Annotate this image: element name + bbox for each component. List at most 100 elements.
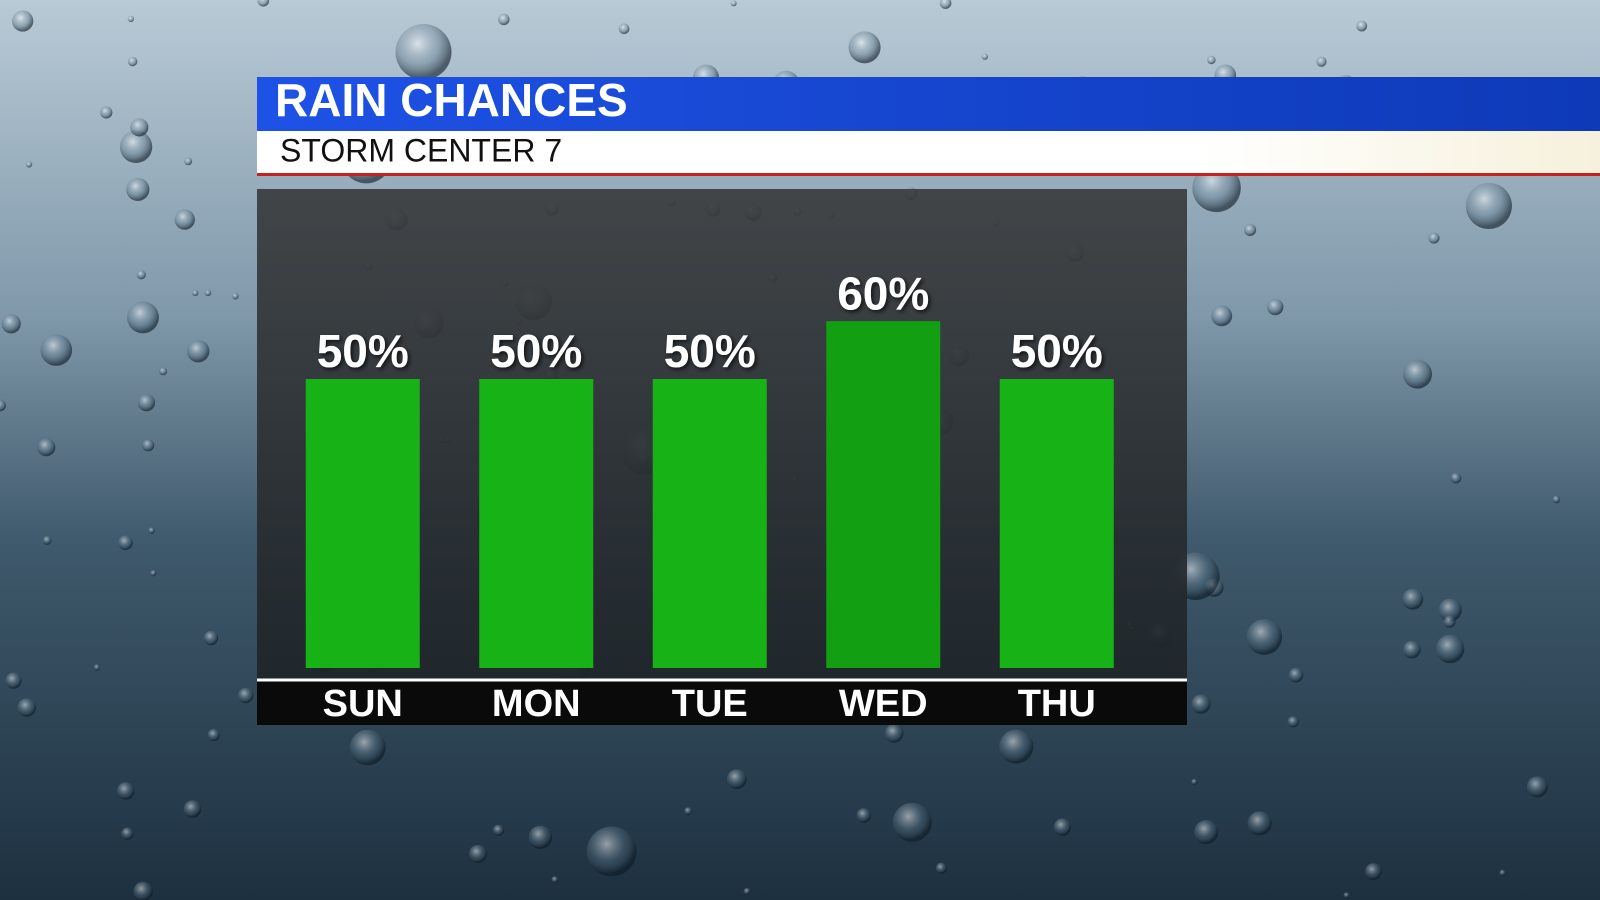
rain-drop bbox=[136, 270, 146, 280]
rain-drop bbox=[148, 527, 155, 534]
rain-drop bbox=[100, 106, 113, 119]
rain-drop bbox=[192, 289, 199, 297]
rain-drop bbox=[618, 23, 630, 35]
rain-drop bbox=[1443, 615, 1456, 628]
value-label: 50% bbox=[490, 325, 582, 377]
rain-drop bbox=[183, 800, 202, 818]
rain-drop bbox=[856, 808, 872, 823]
rain-drop bbox=[1053, 818, 1072, 836]
rain-drop bbox=[848, 31, 881, 64]
rain-drop bbox=[1526, 776, 1548, 798]
rain-drop bbox=[116, 782, 135, 800]
rain-drop bbox=[726, 769, 747, 790]
rain-drop bbox=[1343, 892, 1350, 899]
rain-drop bbox=[1244, 223, 1257, 236]
rain-drop bbox=[1207, 55, 1216, 65]
x-tick-label: MON bbox=[492, 683, 581, 725]
rain-drop bbox=[127, 56, 138, 67]
rain-drop bbox=[40, 334, 73, 366]
rain-drop bbox=[238, 687, 254, 704]
rain-drop bbox=[207, 728, 220, 742]
rain-drop bbox=[999, 729, 1034, 764]
rain-drop bbox=[468, 844, 488, 864]
rain-drop bbox=[174, 209, 195, 230]
rain-drop bbox=[127, 15, 135, 23]
rain-drop bbox=[119, 130, 153, 164]
rain-drop bbox=[743, 887, 751, 895]
label-band bbox=[257, 681, 1187, 725]
rain-drop bbox=[1288, 667, 1304, 683]
rain-drop bbox=[551, 876, 559, 884]
rain-drop bbox=[1246, 619, 1283, 655]
rain-drop bbox=[1465, 182, 1512, 229]
x-tick-label: SUN bbox=[323, 683, 403, 725]
rain-drop bbox=[1316, 56, 1327, 67]
rain-drop bbox=[257, 0, 270, 7]
rain-drop bbox=[1247, 811, 1272, 836]
x-tick-label: WED bbox=[839, 683, 928, 725]
rain-drop bbox=[1499, 869, 1506, 877]
title-band bbox=[257, 77, 1600, 131]
value-label: 60% bbox=[837, 267, 929, 319]
rain-drop bbox=[939, 0, 952, 9]
accent-line bbox=[257, 173, 1600, 176]
value-label: 50% bbox=[1011, 325, 1103, 377]
rain-drop bbox=[1402, 359, 1433, 389]
rain-drop bbox=[1211, 305, 1233, 327]
rain-drop bbox=[42, 535, 52, 545]
rain-drop bbox=[684, 807, 693, 816]
rain-drop bbox=[1438, 598, 1462, 622]
x-tick-label: THU bbox=[1018, 683, 1096, 725]
rain-drop bbox=[935, 862, 947, 874]
subtitle-band bbox=[257, 131, 1600, 175]
rain-drop bbox=[730, 0, 737, 7]
bar bbox=[479, 379, 594, 668]
rain-drop bbox=[203, 630, 219, 646]
rain-drop bbox=[184, 157, 193, 166]
rain-drop bbox=[498, 13, 510, 26]
rain-drop bbox=[93, 664, 101, 671]
rain-drop bbox=[126, 177, 150, 202]
rain-drop bbox=[0, 399, 6, 412]
rain-drop bbox=[395, 24, 452, 81]
rain-drop bbox=[5, 672, 22, 689]
rain-drop bbox=[528, 825, 553, 849]
bar bbox=[826, 321, 941, 668]
rain-drop bbox=[1450, 472, 1462, 484]
rain-drop bbox=[1428, 232, 1440, 244]
rain-drop bbox=[142, 439, 155, 452]
rain-drop bbox=[1191, 778, 1198, 785]
rain-drop bbox=[137, 393, 156, 412]
rain-drop bbox=[232, 292, 239, 300]
chart-title: RAIN CHANCES bbox=[275, 74, 628, 126]
rain-drop bbox=[349, 729, 386, 766]
rain-drop bbox=[1435, 634, 1465, 664]
bar bbox=[652, 379, 767, 668]
rain-drop bbox=[37, 438, 56, 457]
rain-drop bbox=[159, 367, 168, 376]
rain-drop bbox=[492, 824, 504, 836]
rain-drop bbox=[121, 827, 134, 840]
rain-drop bbox=[586, 826, 637, 877]
rain-drop bbox=[130, 118, 149, 137]
rain-drop bbox=[25, 161, 33, 168]
rain-drop bbox=[884, 724, 904, 743]
rain-drop bbox=[127, 301, 159, 334]
rain-drop bbox=[12, 10, 34, 32]
rain-drop bbox=[1191, 694, 1211, 714]
rain-drop bbox=[204, 289, 212, 297]
rain-drop bbox=[1267, 298, 1284, 316]
rain-drop bbox=[1287, 716, 1299, 728]
rain-drop bbox=[118, 535, 133, 551]
rain-drop bbox=[150, 570, 157, 577]
bar bbox=[305, 379, 420, 668]
rain-drop bbox=[186, 340, 210, 363]
rain-drop bbox=[1365, 863, 1382, 880]
rain-drop bbox=[1194, 820, 1219, 845]
x-tick-label: TUE bbox=[672, 683, 748, 725]
rain-drop bbox=[1552, 495, 1561, 504]
rain-drop bbox=[133, 881, 153, 900]
value-label: 50% bbox=[317, 325, 409, 377]
